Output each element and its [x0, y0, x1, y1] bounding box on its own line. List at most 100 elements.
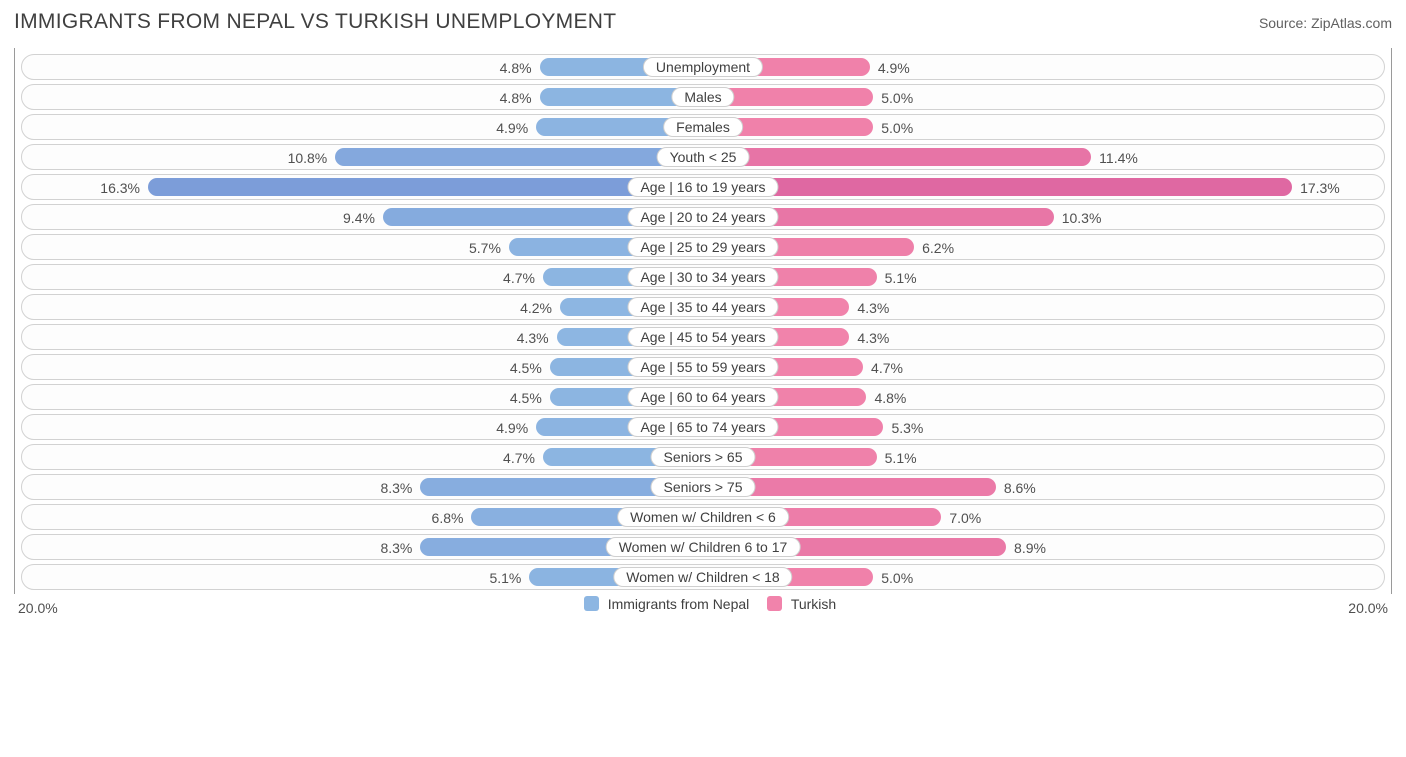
value-right: 5.1% — [885, 445, 917, 471]
value-left: 9.4% — [343, 205, 375, 231]
value-right: 6.2% — [922, 235, 954, 261]
legend-swatch-left — [584, 596, 599, 611]
row-track: 4.8% 4.9% Unemployment — [21, 54, 1385, 80]
row-track: 8.3% 8.9% Women w/ Children 6 to 17 — [21, 534, 1385, 560]
chart-row: 4.3% 4.3% Age | 45 to 54 years — [15, 322, 1391, 352]
chart-title: IMMIGRANTS FROM NEPAL VS TURKISH UNEMPLO… — [14, 10, 616, 34]
value-left: 8.3% — [380, 475, 412, 501]
chart-row: 8.3% 8.6% Seniors > 75 — [15, 472, 1391, 502]
row-label: Females — [663, 117, 743, 137]
value-left: 4.3% — [517, 325, 549, 351]
row-track: 4.7% 5.1% Age | 30 to 34 years — [21, 264, 1385, 290]
value-right: 7.0% — [949, 505, 981, 531]
value-left: 6.8% — [432, 505, 464, 531]
value-left: 4.5% — [510, 355, 542, 381]
row-track: 9.4% 10.3% Age | 20 to 24 years — [21, 204, 1385, 230]
value-left: 4.8% — [500, 55, 532, 81]
value-left: 5.1% — [489, 565, 521, 591]
row-track: 4.5% 4.8% Age | 60 to 64 years — [21, 384, 1385, 410]
value-left: 4.9% — [496, 115, 528, 141]
row-label: Age | 30 to 34 years — [627, 267, 778, 287]
row-label: Age | 65 to 74 years — [627, 417, 778, 437]
row-track: 4.3% 4.3% Age | 45 to 54 years — [21, 324, 1385, 350]
legend-swatch-right — [767, 596, 782, 611]
legend-label-left: Immigrants from Nepal — [608, 596, 750, 612]
row-track: 4.8% 5.0% Males — [21, 84, 1385, 110]
value-right: 4.8% — [874, 385, 906, 411]
value-left: 4.7% — [503, 265, 535, 291]
value-right: 5.1% — [885, 265, 917, 291]
row-label: Women w/ Children 6 to 17 — [606, 537, 801, 557]
chart-row: 8.3% 8.9% Women w/ Children 6 to 17 — [15, 532, 1391, 562]
value-right: 11.4% — [1099, 145, 1138, 171]
bar-left — [335, 148, 703, 166]
row-label: Women w/ Children < 6 — [617, 507, 789, 527]
row-track: 8.3% 8.6% Seniors > 75 — [21, 474, 1385, 500]
row-label: Women w/ Children < 18 — [613, 567, 792, 587]
chart-row: 16.3% 17.3% Age | 16 to 19 years — [15, 172, 1391, 202]
chart-row: 5.7% 6.2% Age | 25 to 29 years — [15, 232, 1391, 262]
value-right: 10.3% — [1062, 205, 1102, 231]
row-label: Males — [671, 87, 734, 107]
value-left: 10.8% — [288, 145, 328, 171]
value-left: 4.8% — [500, 85, 532, 111]
row-track: 6.8% 7.0% Women w/ Children < 6 — [21, 504, 1385, 530]
chart-row: 9.4% 10.3% Age | 20 to 24 years — [15, 202, 1391, 232]
value-right: 4.3% — [857, 325, 889, 351]
value-right: 4.7% — [871, 355, 903, 381]
row-label: Age | 20 to 24 years — [627, 207, 778, 227]
value-right: 5.0% — [881, 85, 913, 111]
row-track: 4.9% 5.3% Age | 65 to 74 years — [21, 414, 1385, 440]
chart-row: 6.8% 7.0% Women w/ Children < 6 — [15, 502, 1391, 532]
row-label: Age | 45 to 54 years — [627, 327, 778, 347]
value-left: 5.7% — [469, 235, 501, 261]
value-right: 17.3% — [1300, 175, 1340, 201]
bar-right — [703, 148, 1091, 166]
value-left: 16.3% — [100, 175, 140, 201]
row-label: Seniors > 65 — [651, 447, 756, 467]
chart-row: 4.9% 5.3% Age | 65 to 74 years — [15, 412, 1391, 442]
value-left: 4.2% — [520, 295, 552, 321]
value-right: 5.0% — [881, 115, 913, 141]
row-label: Youth < 25 — [657, 147, 750, 167]
diverging-bar-chart: 4.8% 4.9% Unemployment 4.8% 5.0% Males 4… — [14, 48, 1392, 594]
row-track: 5.7% 6.2% Age | 25 to 29 years — [21, 234, 1385, 260]
row-label: Seniors > 75 — [651, 477, 756, 497]
value-right: 4.3% — [857, 295, 889, 321]
row-label: Age | 55 to 59 years — [627, 357, 778, 377]
chart-row: 5.1% 5.0% Women w/ Children < 18 — [15, 562, 1391, 592]
chart-row: 4.8% 4.9% Unemployment — [15, 52, 1391, 82]
row-label: Unemployment — [643, 57, 763, 77]
value-right: 8.6% — [1004, 475, 1036, 501]
row-label: Age | 16 to 19 years — [627, 177, 778, 197]
row-track: 5.1% 5.0% Women w/ Children < 18 — [21, 564, 1385, 590]
chart-row: 10.8% 11.4% Youth < 25 — [15, 142, 1391, 172]
bar-right — [703, 178, 1292, 196]
row-track: 10.8% 11.4% Youth < 25 — [21, 144, 1385, 170]
chart-row: 4.5% 4.7% Age | 55 to 59 years — [15, 352, 1391, 382]
chart-row: 4.8% 5.0% Males — [15, 82, 1391, 112]
chart-row: 4.5% 4.8% Age | 60 to 64 years — [15, 382, 1391, 412]
value-left: 4.9% — [496, 415, 528, 441]
chart-row: 4.9% 5.0% Females — [15, 112, 1391, 142]
value-left: 4.5% — [510, 385, 542, 411]
bar-left — [148, 178, 703, 196]
chart-row: 4.7% 5.1% Seniors > 65 — [15, 442, 1391, 472]
value-left: 4.7% — [503, 445, 535, 471]
row-track: 4.7% 5.1% Seniors > 65 — [21, 444, 1385, 470]
value-right: 8.9% — [1014, 535, 1046, 561]
chart-row: 4.7% 5.1% Age | 30 to 34 years — [15, 262, 1391, 292]
legend-label-right: Turkish — [791, 596, 836, 612]
row-track: 4.2% 4.3% Age | 35 to 44 years — [21, 294, 1385, 320]
row-label: Age | 35 to 44 years — [627, 297, 778, 317]
value-right: 5.0% — [881, 565, 913, 591]
row-track: 16.3% 17.3% Age | 16 to 19 years — [21, 174, 1385, 200]
value-right: 4.9% — [878, 55, 910, 81]
value-right: 5.3% — [891, 415, 923, 441]
legend: Immigrants from Nepal Turkish — [14, 596, 1392, 612]
source-label: Source: ZipAtlas.com — [1259, 15, 1392, 31]
value-left: 8.3% — [380, 535, 412, 561]
row-track: 4.5% 4.7% Age | 55 to 59 years — [21, 354, 1385, 380]
row-track: 4.9% 5.0% Females — [21, 114, 1385, 140]
row-label: Age | 25 to 29 years — [627, 237, 778, 257]
